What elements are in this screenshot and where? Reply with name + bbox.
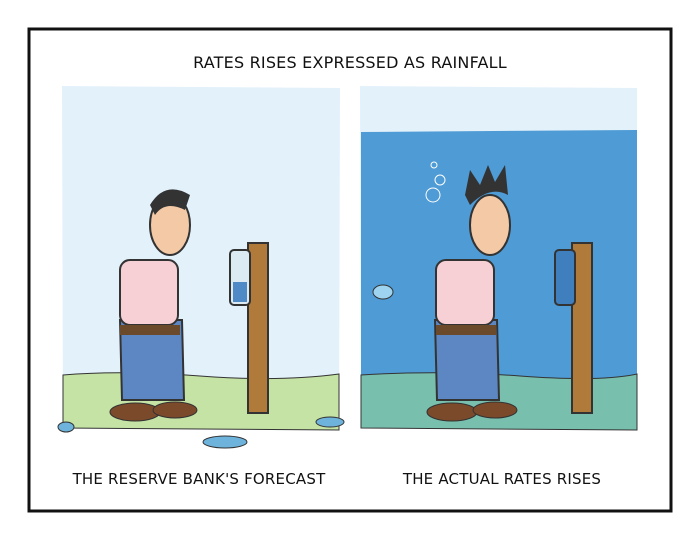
shirt	[435, 259, 495, 326]
puddle	[315, 416, 345, 428]
left-panel	[57, 86, 345, 449]
puddle	[202, 435, 248, 449]
shoe	[472, 401, 518, 419]
hair	[465, 165, 508, 205]
grass	[62, 372, 340, 431]
shirt	[119, 259, 179, 326]
caption: THE ACTUAL RATES RISES	[402, 470, 601, 488]
title: RATES RISES EXPRESSED AS RAINFALL	[193, 53, 507, 72]
belt	[120, 325, 180, 335]
watermark: © inkcinct.com.au	[492, 428, 630, 446]
post	[247, 242, 269, 414]
fish	[372, 284, 394, 300]
shoe	[109, 402, 161, 422]
gauge-water	[233, 282, 247, 302]
right-panel: © inkcinct.com.au	[360, 86, 638, 446]
water	[361, 130, 637, 430]
head	[469, 194, 511, 256]
caption: THE RESERVE BANK'S FORECAST	[72, 470, 327, 488]
bubble	[434, 174, 446, 186]
bubble	[425, 187, 441, 203]
shoe	[426, 402, 478, 422]
rain-gauge	[554, 249, 576, 306]
shoe	[152, 401, 198, 419]
hair	[150, 189, 190, 215]
puddle	[57, 421, 75, 433]
bubble	[430, 161, 438, 169]
belt	[436, 325, 496, 335]
frame	[27, 27, 673, 513]
post	[571, 242, 593, 414]
